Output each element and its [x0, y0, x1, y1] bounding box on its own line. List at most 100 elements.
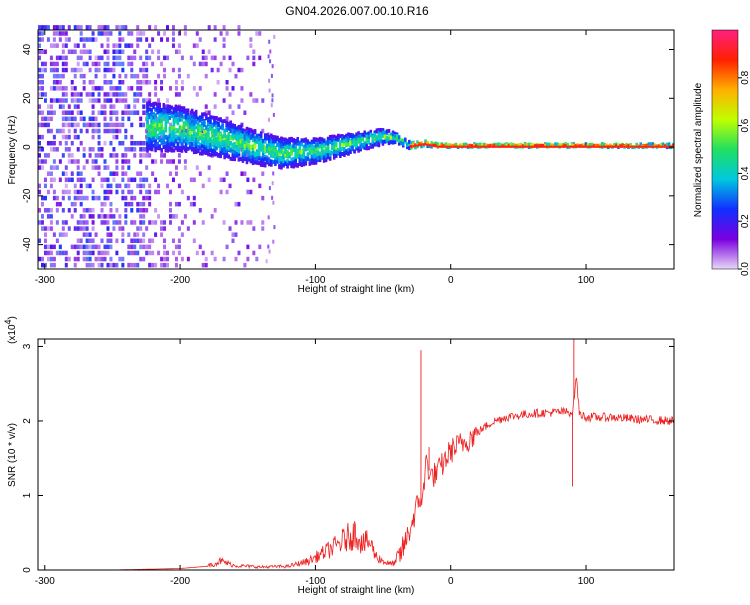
- heatmap-cell: [661, 145, 665, 148]
- heatmap-cell: [103, 116, 107, 122]
- heatmap-cell: [269, 59, 272, 64]
- heatmap-cell: [158, 109, 161, 114]
- heatmap-cell: [387, 138, 391, 143]
- heatmap-cell: [231, 123, 235, 128]
- heatmap-cell: [174, 244, 178, 250]
- heatmap-cell: [209, 123, 212, 128]
- heatmap-cell: [219, 147, 222, 152]
- heatmap-cell: [64, 177, 68, 183]
- heatmap-cell: [94, 98, 98, 103]
- heatmap-cell: [146, 124, 149, 129]
- heatmap-cell: [221, 123, 224, 128]
- heatmap-cell: [166, 25, 170, 30]
- heatmap-cell: [164, 107, 168, 112]
- heatmap-cell: [198, 37, 202, 42]
- heatmap-cell: [52, 244, 56, 250]
- heatmap-cell: [168, 208, 172, 213]
- heatmap-cell: [171, 238, 175, 244]
- heatmap-cell: [233, 129, 237, 134]
- heatmap-cell: [79, 110, 83, 115]
- heatmap-cell: [197, 149, 200, 154]
- heatmap-cell: [168, 189, 172, 195]
- heatmap-cell: [76, 104, 80, 109]
- heatmap-cell: [180, 55, 184, 61]
- heatmap-cell: [157, 55, 161, 61]
- heatmap-cell: [247, 134, 251, 139]
- heatmap-cell: [115, 262, 119, 268]
- heatmap-cell: [184, 143, 188, 148]
- heatmap-cell: [292, 137, 295, 142]
- heatmap-cell: [145, 189, 149, 195]
- heatmap-cell: [270, 139, 273, 144]
- heatmap-cell: [172, 121, 176, 126]
- heatmap-cell: [85, 122, 89, 128]
- heatmap-cell: [170, 137, 174, 142]
- heatmap-cell: [40, 110, 44, 115]
- heatmap-cell: [337, 133, 340, 138]
- heatmap-cell: [201, 262, 205, 268]
- heatmap-cell: [67, 159, 71, 164]
- heatmap-cell: [428, 144, 431, 148]
- heatmap-cell: [145, 55, 149, 61]
- heatmap-cell: [46, 244, 50, 250]
- heatmap-cell: [177, 73, 181, 79]
- heatmap-cell: [130, 244, 134, 250]
- heatmap-cell: [365, 143, 368, 148]
- heatmap-cell: [633, 145, 636, 148]
- heatmap-cell: [43, 238, 47, 244]
- heatmap-cell: [154, 220, 158, 225]
- heatmap-cell: [174, 214, 178, 219]
- heatmap-cell: [124, 73, 128, 79]
- heatmap-cell: [183, 214, 187, 219]
- heatmap-cell: [273, 225, 276, 230]
- heatmap-cells: [38, 25, 675, 268]
- heatmap-y-tick-label: -20: [22, 188, 33, 203]
- heatmap-cell: [282, 152, 285, 157]
- heatmap-cell: [70, 171, 74, 176]
- heatmap-cell: [426, 141, 429, 145]
- heatmap-cell: [103, 177, 107, 183]
- heatmap-cell: [82, 79, 86, 85]
- heatmap-cell: [164, 148, 168, 153]
- heatmap-cell: [251, 138, 255, 143]
- heatmap-cell: [588, 142, 592, 146]
- heatmap-cell: [79, 92, 83, 97]
- heatmap-cell: [46, 153, 50, 158]
- heatmap-cell: [515, 143, 519, 147]
- heatmap-cell: [294, 140, 297, 145]
- heatmap-cell: [136, 171, 140, 176]
- heatmap-cell: [152, 130, 155, 135]
- heatmap-cell: [261, 153, 265, 158]
- heatmap-cell: [91, 134, 95, 140]
- heatmap-cell: [282, 142, 285, 147]
- heatmap-cell: [192, 220, 196, 225]
- heatmap-cell: [64, 122, 68, 128]
- heatmap-cell: [322, 143, 326, 148]
- heatmap-cell: [588, 145, 592, 148]
- heatmap-cell: [263, 136, 267, 141]
- heatmap-cell: [112, 104, 116, 109]
- heatmap-cell: [139, 79, 143, 85]
- heatmap-cell: [70, 140, 74, 146]
- heatmap-cell: [270, 153, 273, 158]
- heatmap-cell: [347, 142, 350, 147]
- heatmap-cell: [188, 121, 192, 126]
- heatmap-cell: [272, 135, 275, 140]
- heatmap-cell: [477, 143, 480, 147]
- heatmap-cell: [180, 86, 184, 91]
- heatmap-cell: [115, 98, 119, 103]
- heatmap-cell: [61, 61, 65, 67]
- heatmap-cell: [294, 154, 297, 159]
- heatmap-cell: [316, 146, 320, 151]
- heatmap-cell: [91, 262, 95, 268]
- heatmap-cell: [94, 122, 98, 128]
- heatmap-cell: [513, 145, 517, 148]
- heatmap-cell: [168, 109, 172, 114]
- heatmap-cell: [274, 135, 277, 140]
- heatmap-cell: [204, 262, 208, 268]
- heatmap-cell: [73, 189, 77, 195]
- heatmap-cell: [97, 244, 101, 250]
- heatmap-cell: [207, 139, 210, 144]
- heatmap-cell: [40, 61, 44, 67]
- heatmap-cell: [246, 177, 250, 183]
